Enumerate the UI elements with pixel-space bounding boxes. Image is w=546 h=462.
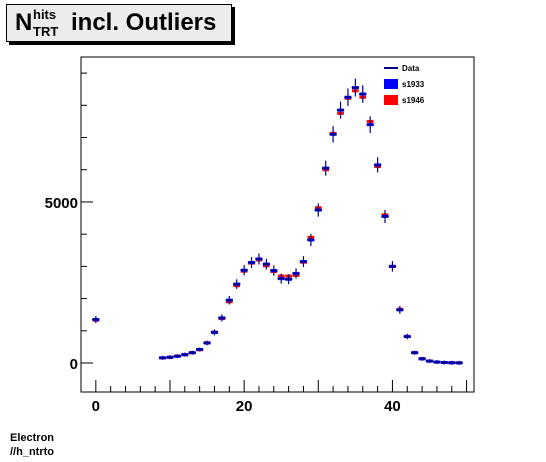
legend-swatch-s1946	[384, 95, 398, 105]
footer-histogram-path: //h_ntrto	[10, 446, 54, 458]
axis-ticks	[81, 72, 468, 392]
legend-label: s1933	[402, 80, 425, 89]
y-tick-label: 5000	[45, 195, 78, 212]
x-tick-label: 40	[384, 398, 401, 415]
legend-label: Data	[402, 64, 420, 73]
title-superscript: hits	[33, 7, 57, 22]
legend-swatch-s1933	[384, 79, 398, 89]
footer-particle-label: Electron	[10, 432, 55, 444]
data-marks	[92, 78, 463, 365]
plot-frame	[80, 56, 475, 393]
y-tick-label: 0	[70, 356, 78, 373]
legend: Data s1933 s1946	[384, 64, 425, 105]
title-text: incl. Outliers	[71, 9, 217, 36]
title-box: N hits TRT incl. Outliers	[6, 4, 232, 42]
axis-labels: 0 20 40 0 5000	[45, 195, 401, 415]
title-subscript: TRT	[33, 24, 59, 39]
x-tick-label: 20	[236, 398, 253, 415]
title-base: N	[15, 9, 33, 36]
x-tick-label: 0	[92, 398, 100, 415]
legend-label: s1946	[402, 96, 425, 105]
